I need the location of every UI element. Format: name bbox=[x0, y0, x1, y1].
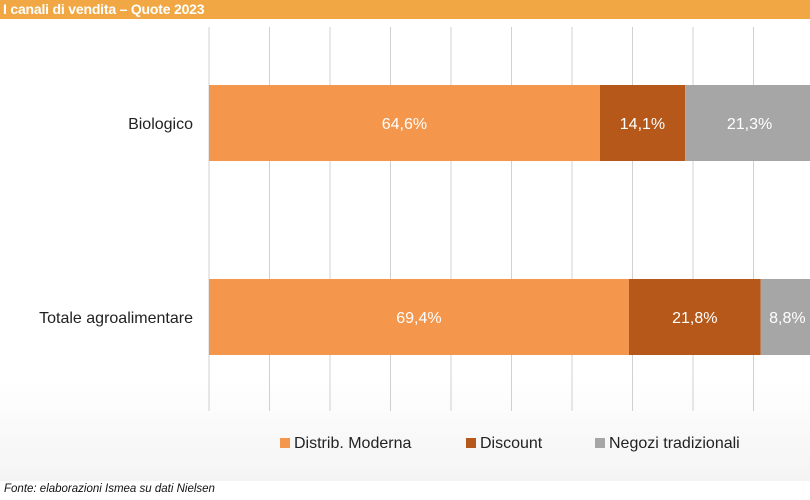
legend-label: Discount bbox=[480, 435, 543, 452]
chart-header: I canali di vendita – Quote 2023 bbox=[0, 0, 810, 19]
data-label: 14,1% bbox=[620, 116, 665, 133]
data-label: 64,6% bbox=[382, 116, 427, 133]
source-note: Fonte: elaborazioni Ismea su dati Nielse… bbox=[4, 483, 215, 495]
legend-swatch bbox=[595, 438, 605, 448]
data-label: 69,4% bbox=[396, 310, 441, 327]
bar-segment bbox=[599, 85, 686, 161]
legend-swatch bbox=[466, 438, 476, 448]
legend-label: Distrib. Moderna bbox=[294, 435, 411, 452]
data-label: 21,8% bbox=[672, 310, 717, 327]
bar-segment bbox=[628, 279, 761, 355]
bar-segment bbox=[685, 85, 810, 161]
data-label: 21,3% bbox=[727, 116, 772, 133]
category-label: Biologico bbox=[128, 116, 193, 133]
bar-segment bbox=[760, 279, 810, 355]
bar-segment bbox=[209, 279, 629, 355]
legend-swatch bbox=[280, 438, 290, 448]
category-label: Totale agroalimentare bbox=[39, 310, 193, 327]
legend-label: Negozi tradizionali bbox=[609, 435, 740, 452]
chart-title: I canali di vendita – Quote 2023 bbox=[3, 1, 205, 17]
stacked-bar-chart: Biologico 64,6% 14,1% 21,3% Totale agroalime… bbox=[39, 27, 810, 452]
data-label: 8,8% bbox=[769, 310, 805, 327]
bar-segment bbox=[209, 85, 600, 161]
